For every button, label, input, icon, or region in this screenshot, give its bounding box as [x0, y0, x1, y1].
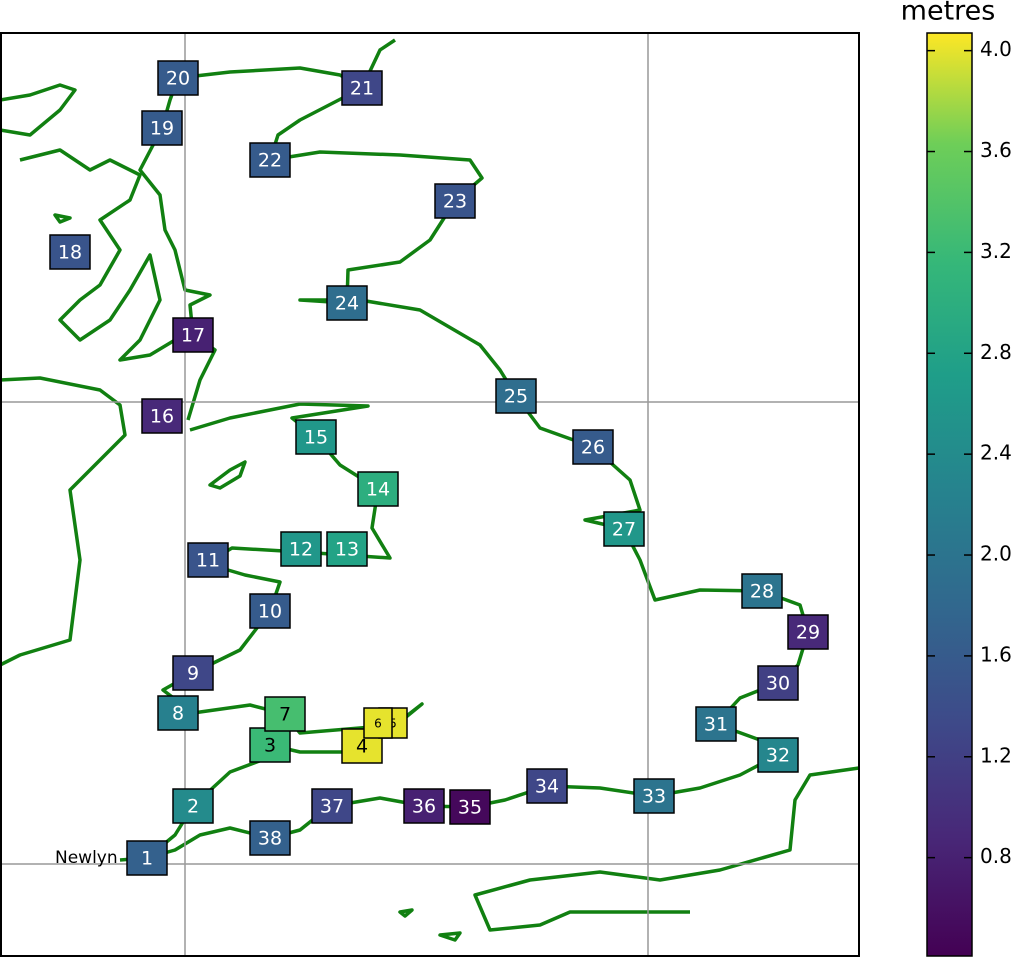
station-label: 18: [58, 242, 82, 264]
station-marker: [403, 788, 445, 824]
colorbar-label: metres: [901, 0, 996, 27]
colorbar-tick-label: 0.8: [980, 844, 1012, 868]
station-marker: [126, 840, 168, 876]
station-label: 10: [258, 601, 282, 623]
station-marker: [695, 706, 737, 742]
station-label: 25: [504, 386, 528, 408]
station-label: 24: [335, 293, 359, 315]
station-label: 12: [289, 539, 313, 561]
colorbar-tick-label: 3.6: [980, 138, 1012, 162]
station-marker: [526, 768, 568, 804]
station-label: 2: [187, 796, 199, 818]
station-label: 17: [181, 325, 205, 347]
station-marker: [357, 471, 399, 507]
station-label: 38: [258, 828, 282, 850]
colorbar-ticks: 0.8 1.2 1.6 2.0 2.4 2.8 3.2 3.6 4.0: [927, 37, 1012, 868]
station-marker: [280, 531, 322, 567]
station-marker: [495, 378, 537, 414]
place-label: Newlyn: [55, 848, 118, 868]
station-label: 36: [412, 796, 436, 818]
station-marker: [572, 429, 614, 465]
station-label: 32: [766, 745, 790, 767]
station-marker: [295, 419, 337, 455]
station-label: 13: [335, 539, 359, 561]
station-marker: [633, 778, 675, 814]
station-label: 31: [704, 714, 728, 736]
station-marker: [434, 183, 476, 219]
station-label: 22: [258, 150, 282, 172]
station-label: 14: [366, 479, 390, 501]
station-marker: [311, 788, 353, 824]
station-label: 23: [443, 191, 467, 213]
station-label: 28: [750, 581, 774, 603]
station-marker: [341, 70, 383, 106]
station-label: 29: [796, 622, 820, 644]
station-label: 9: [187, 663, 199, 685]
station-marker: [249, 820, 291, 856]
station-marker: [187, 542, 229, 578]
station-marker: [49, 234, 91, 270]
station-label: 33: [642, 786, 666, 808]
station-label: 34: [535, 776, 559, 798]
station-marker: [787, 614, 829, 650]
station-label: 3: [264, 735, 276, 757]
station-marker: [172, 655, 214, 691]
map-frame: [0, 32, 860, 957]
station-label: 15: [304, 427, 328, 449]
colorbar-tick-label: 1.6: [980, 642, 1012, 666]
colorbar-tick-label: 4.0: [980, 37, 1012, 61]
station-marker: [249, 593, 291, 629]
station-label: 7: [279, 704, 291, 726]
station-label: 5: [389, 717, 397, 731]
station-marker: [326, 285, 368, 321]
station-label: 1: [141, 848, 153, 870]
station-label: 6: [374, 717, 382, 731]
station-label: 19: [150, 118, 174, 140]
station-marker: [741, 573, 783, 609]
station-label: 4: [356, 736, 368, 758]
station-marker: [264, 696, 306, 732]
station-label: 35: [458, 797, 482, 819]
station-marker: [757, 737, 799, 773]
station-marker: [449, 789, 491, 825]
colorbar-tick-label: 3.2: [980, 239, 1012, 263]
station-label: 16: [150, 406, 174, 428]
station-marker: [141, 398, 183, 434]
colorbar-tick-label: 1.2: [980, 743, 1012, 767]
station-marker: [326, 531, 368, 567]
station-label: 20: [166, 68, 190, 90]
station-marker: [363, 707, 393, 739]
station-marker: [603, 511, 645, 547]
colorbar-tick-label: 2.8: [980, 340, 1012, 364]
station-label: 26: [581, 437, 605, 459]
station-marker: [157, 60, 199, 96]
station-marker: [141, 110, 183, 146]
station-label: 37: [320, 796, 344, 818]
station-marker: [157, 695, 199, 731]
colorbar: [926, 32, 973, 957]
station-marker: [172, 788, 214, 824]
station-label: 21: [350, 78, 374, 100]
colorbar-tick-label: 2.0: [980, 542, 1012, 566]
station-label: 8: [172, 703, 184, 725]
station-label: 30: [766, 673, 790, 695]
station-label: 11: [196, 550, 220, 572]
station-label: 27: [612, 519, 636, 541]
station-marker: [172, 317, 214, 353]
station-marker: [249, 142, 291, 178]
station-marker: [757, 665, 799, 701]
colorbar-tick-label: 2.4: [980, 441, 1012, 465]
